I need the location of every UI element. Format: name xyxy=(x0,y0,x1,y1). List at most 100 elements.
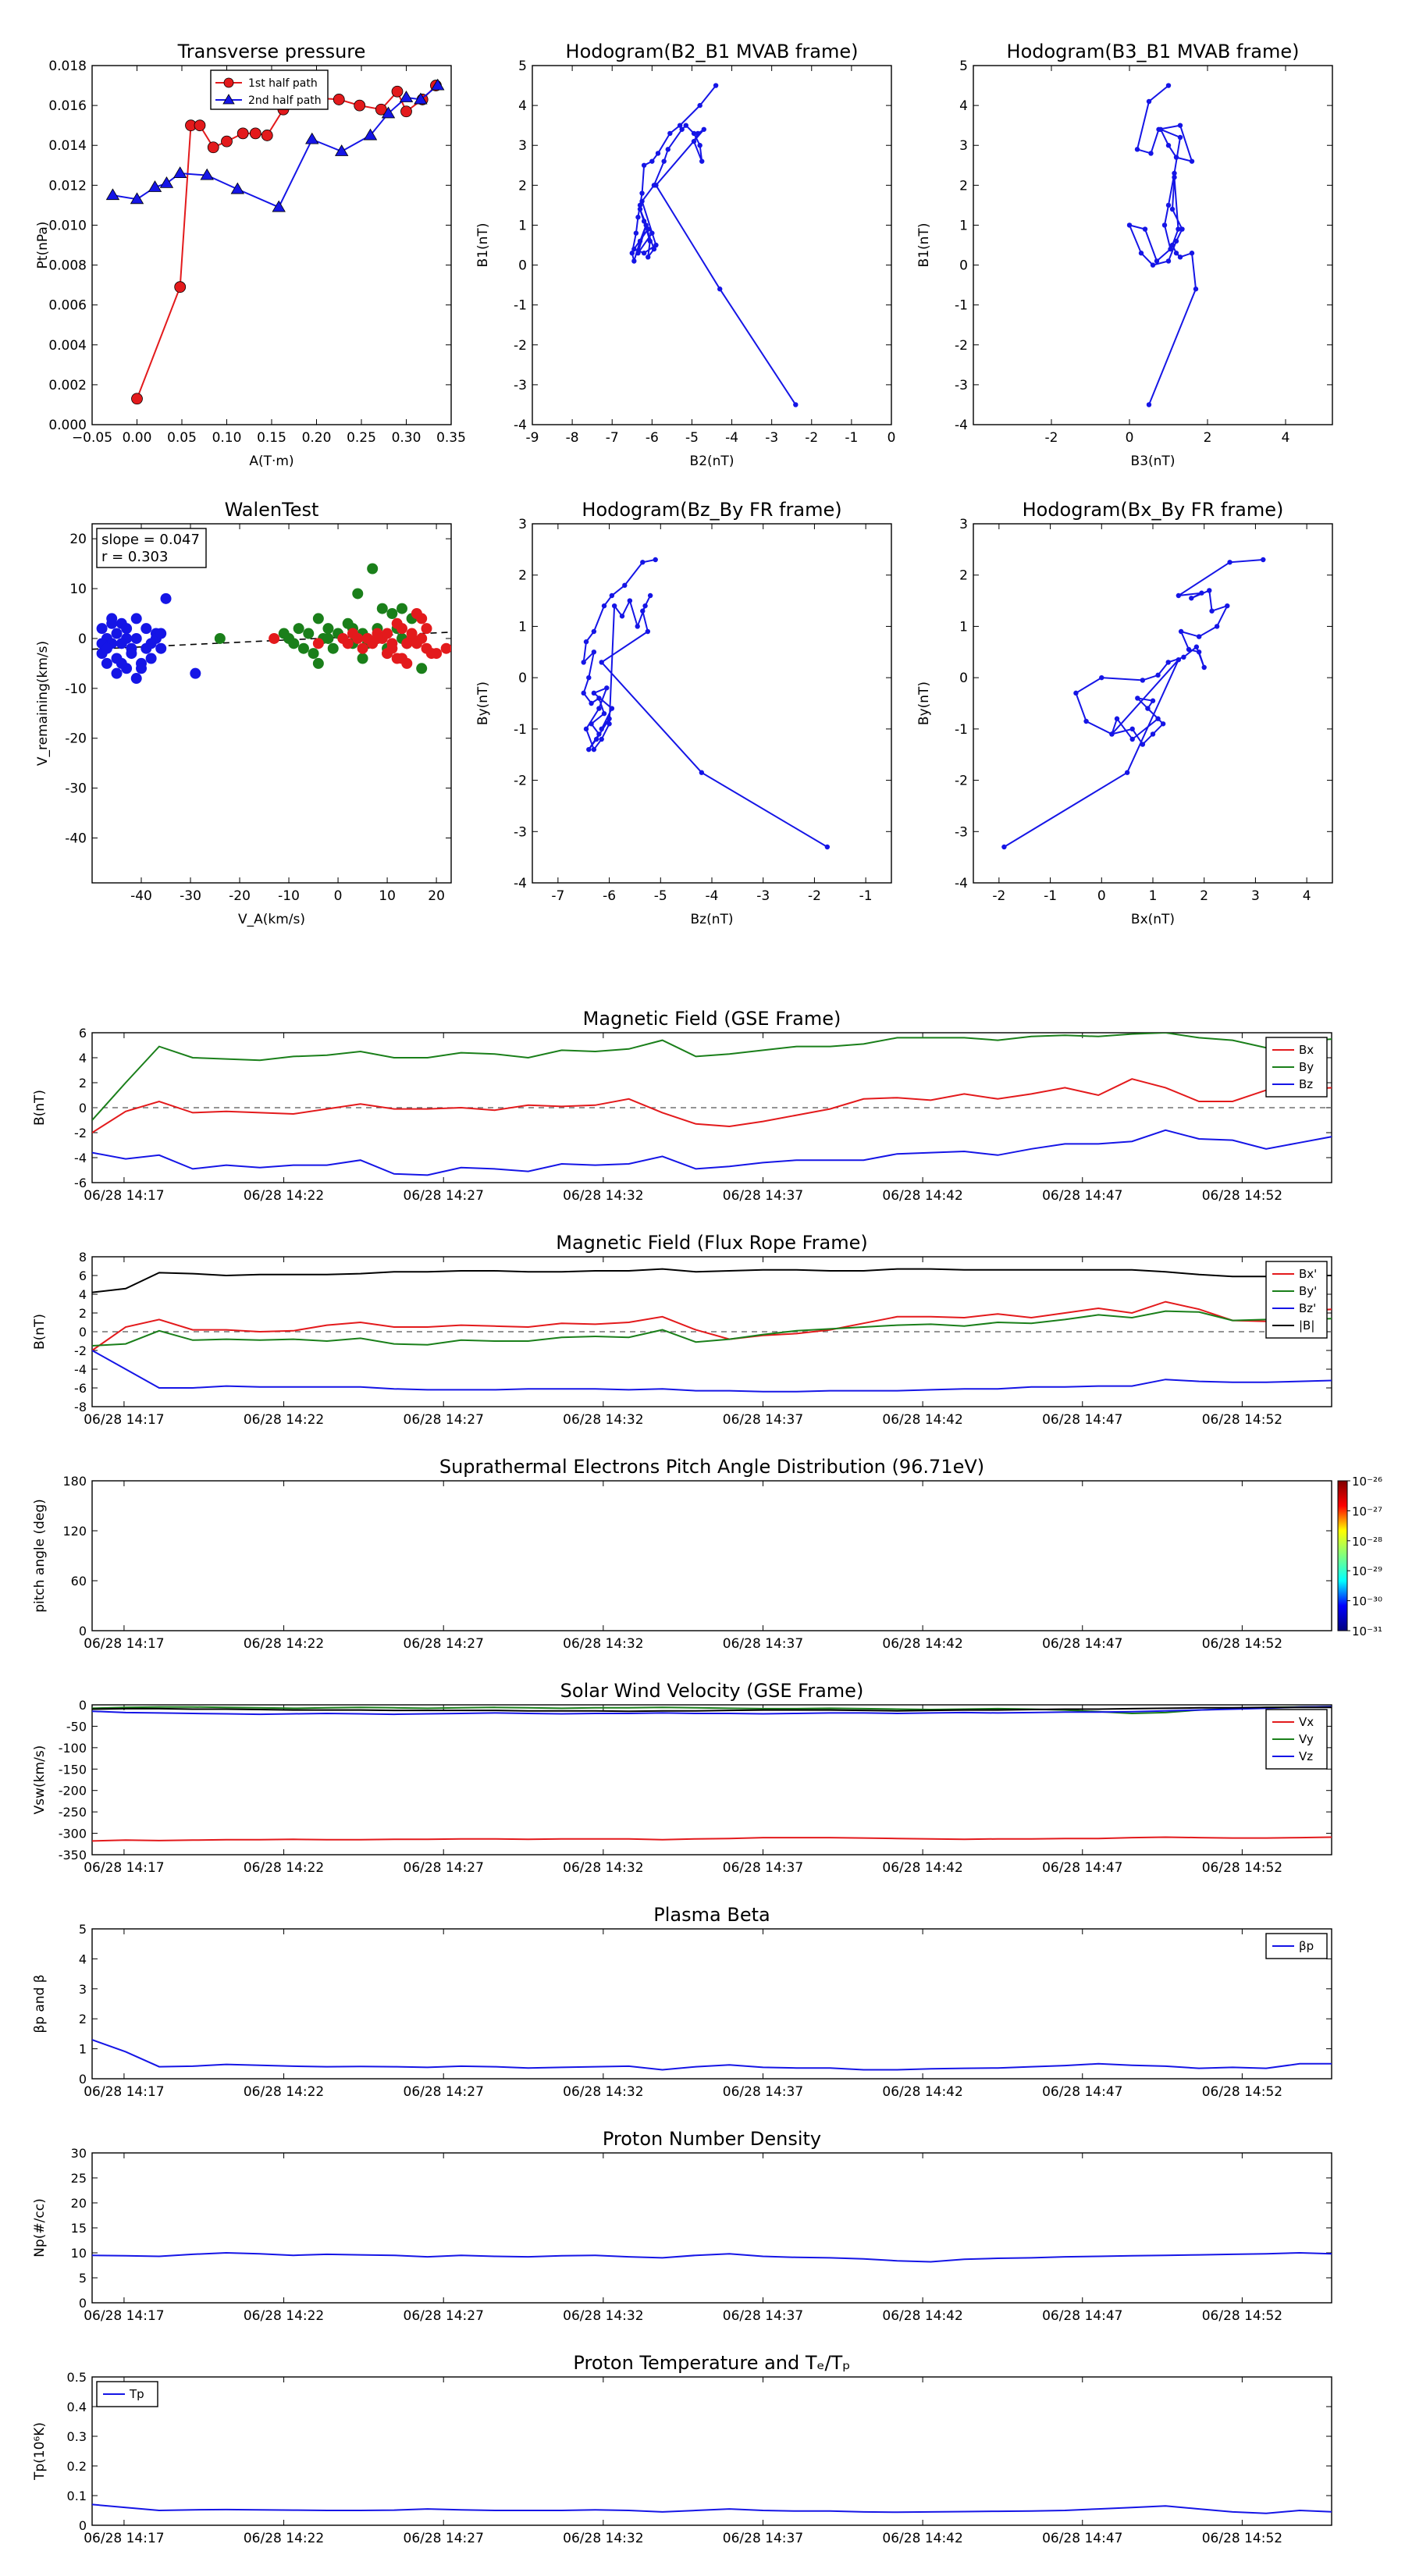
x-tick-label: 06/28 14:52 xyxy=(1202,2308,1282,2324)
panel-hodo_mvab_b3: Hodogram(B3_B1 MVAB frame) -4 -3 -2 -1 0 1 2 3 4 5… xyxy=(916,41,1333,469)
data-point xyxy=(155,642,167,654)
data-point xyxy=(1177,134,1183,141)
legend-label: Vx xyxy=(1299,1715,1314,1729)
data-point xyxy=(401,638,413,649)
x-axis-label: B2(nT) xyxy=(690,454,735,469)
data-point xyxy=(701,126,706,132)
x-axis-label: V_A(km/s) xyxy=(238,912,305,927)
data-point xyxy=(661,158,667,164)
x-tick-label: 06/28 14:32 xyxy=(563,2531,643,2546)
data-point xyxy=(1140,742,1146,747)
y-tick-label: -2 xyxy=(74,1343,87,1358)
y-tick-label: 0 xyxy=(79,1325,87,1340)
data-point xyxy=(1207,588,1212,593)
data-point xyxy=(357,642,368,654)
data-point xyxy=(599,660,604,665)
x-tick-label: -5 xyxy=(654,888,667,904)
y-tick-label: -100 xyxy=(59,1741,87,1756)
y-tick-label: -40 xyxy=(65,831,87,847)
data-point xyxy=(391,85,404,98)
data-point xyxy=(1193,644,1200,649)
data-point xyxy=(717,286,723,292)
data-point xyxy=(655,151,661,156)
data-point xyxy=(583,639,589,645)
data-point xyxy=(126,648,137,660)
y-tick-label: 0 xyxy=(79,1624,87,1638)
data-point xyxy=(631,246,637,252)
y-tick-label: -4 xyxy=(514,876,527,891)
x-tick-label: -30 xyxy=(180,888,201,904)
data-point xyxy=(1126,222,1133,228)
x-tick-label: 06/28 14:27 xyxy=(404,1188,484,1204)
panel-pad: Suprathermal Electrons Pitch Angle Distr… xyxy=(32,1456,1382,1652)
data-point xyxy=(824,844,831,850)
data-point xyxy=(288,638,300,649)
data-point xyxy=(1201,664,1207,671)
colorbar xyxy=(1337,1480,1348,1631)
plot-frame xyxy=(91,1480,1332,1631)
series-line-0 xyxy=(136,84,437,400)
y-tick-label: 0.012 xyxy=(48,178,87,194)
data-point xyxy=(106,613,118,624)
y-tick-label: 20 xyxy=(69,532,87,547)
plot-frame xyxy=(91,2376,1332,2526)
data-point xyxy=(629,251,635,256)
x-tick-label: -7 xyxy=(606,430,619,446)
series-line-0 xyxy=(1003,559,1264,848)
data-point xyxy=(431,648,443,660)
x-tick-label: 06/28 14:27 xyxy=(404,1636,484,1652)
y-tick-label: -1 xyxy=(514,298,527,314)
plot-area xyxy=(92,2251,1332,2263)
y-tick-label: 30 xyxy=(71,2146,87,2161)
series-line-3 xyxy=(92,1706,1332,1713)
colorbar-tick-label: 10⁻²⁹ xyxy=(1352,1564,1382,1578)
x-tick-label: 06/28 14:47 xyxy=(1042,1860,1122,1876)
x-tick-label: -6 xyxy=(603,888,616,904)
panel-np: Proton Number Density 0 5 10 15 20 25 30 Np(#/cc… xyxy=(32,2128,1332,2324)
x-tick-label: -2 xyxy=(808,888,821,904)
y-tick-label: -200 xyxy=(59,1784,87,1799)
colorbar-tick-label: 10⁻²⁶ xyxy=(1352,1475,1382,1489)
data-point xyxy=(1179,226,1185,232)
data-point xyxy=(1161,222,1168,228)
data-point xyxy=(1129,726,1135,732)
data-point xyxy=(308,648,319,660)
y-tick-label: 1 xyxy=(959,218,968,233)
x-tick-label: 06/28 14:37 xyxy=(723,1188,803,1204)
y-tick-label: -30 xyxy=(65,781,87,797)
data-point xyxy=(382,628,393,639)
y-axis-label: B1(nT) xyxy=(916,223,932,268)
data-point xyxy=(1227,560,1232,565)
y-tick-label: 20 xyxy=(71,2196,87,2211)
y-tick-label: 1 xyxy=(518,619,527,635)
y-tick-label: 0 xyxy=(79,2518,87,2533)
y-axis-label: βp and β xyxy=(32,1974,48,2033)
data-point xyxy=(1214,624,1220,629)
x-tick-label: -1 xyxy=(859,888,873,904)
legend-marker xyxy=(223,77,234,88)
chart-title: Magnetic Field (GSE Frame) xyxy=(583,1008,841,1030)
data-point xyxy=(190,667,201,679)
x-tick-label: 06/28 14:17 xyxy=(84,2084,164,2100)
x-tick-label: 0 xyxy=(887,430,896,446)
data-point xyxy=(376,603,388,614)
data-point xyxy=(1168,246,1173,252)
data-point xyxy=(416,663,428,674)
data-point xyxy=(601,603,607,609)
y-tick-label: 0 xyxy=(959,258,968,274)
y-tick-label: 0 xyxy=(79,2296,87,2311)
x-tick-label: 06/28 14:47 xyxy=(1042,1188,1122,1204)
series-line-Vz xyxy=(92,1706,1332,1716)
data-point xyxy=(651,246,657,252)
data-point xyxy=(1109,731,1115,737)
data-point xyxy=(1083,718,1089,724)
x-tick-label: 06/28 14:22 xyxy=(244,2084,324,2100)
y-tick-label: -50 xyxy=(66,1719,87,1734)
x-tick-label: 06/28 14:22 xyxy=(244,1412,324,1428)
data-point xyxy=(640,560,646,565)
data-point xyxy=(640,608,646,614)
y-tick-label: 4 xyxy=(518,98,527,114)
series-line-Bx' xyxy=(92,1300,1332,1351)
data-point xyxy=(105,188,120,201)
y-tick-label: -3 xyxy=(955,824,968,840)
